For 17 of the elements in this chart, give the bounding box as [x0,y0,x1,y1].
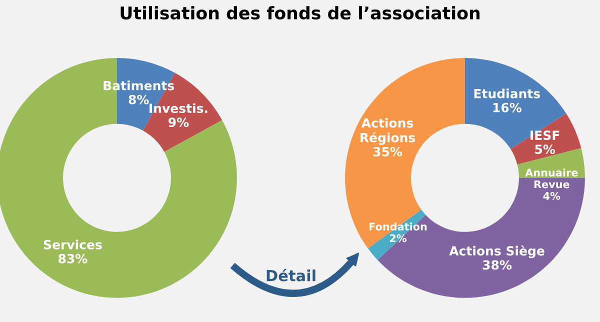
data-label: 38% [482,260,512,270]
text: Détail [266,268,316,282]
slice-label: Actions Régions [360,118,416,145]
slice-label: Annuaire Revue [525,168,578,188]
data-label: 5% [535,144,556,154]
data-label: 83% [58,254,88,264]
slice-label: Services [44,240,102,250]
data-label: 35% [373,146,402,156]
data-label: 9% [168,118,189,128]
slice-label: Etudiants [474,88,540,98]
data-label: 8% [128,94,149,104]
data-label: 2% [390,234,407,242]
slice-label: Actions Siège [449,245,544,258]
data-label: 16% [493,102,522,112]
slice-label: IESF [530,130,560,140]
text: Utilisation des fonds de l’association [120,6,480,20]
data-label: 4% [543,192,560,200]
